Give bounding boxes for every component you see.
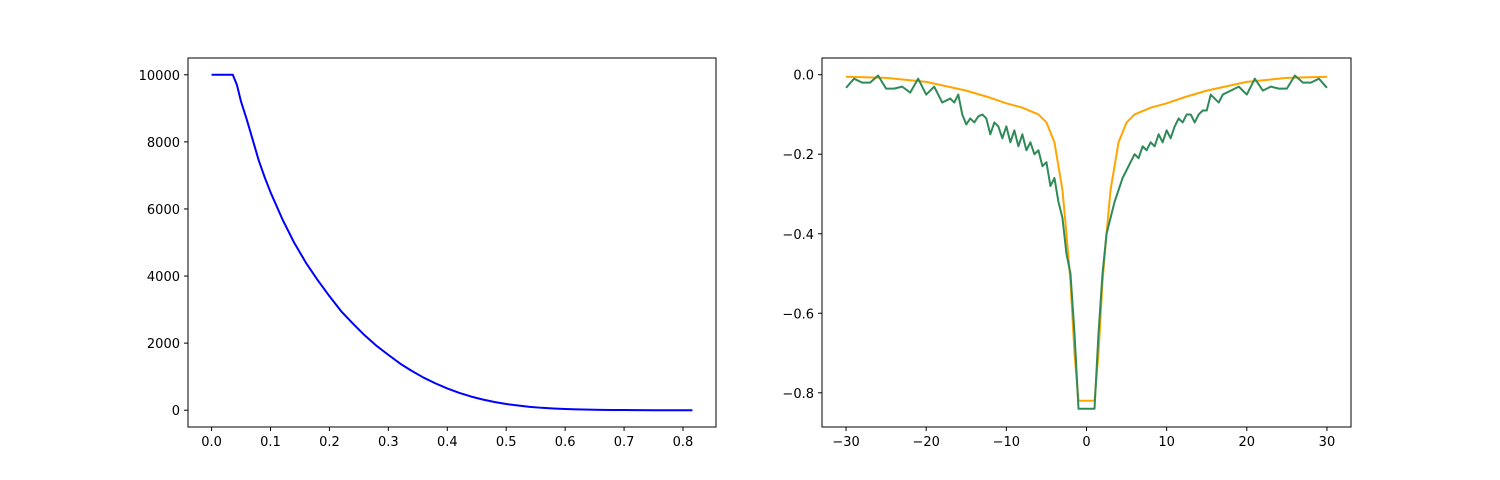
x-tick-label: 0.1 (260, 435, 281, 450)
series-line-1 (846, 75, 1327, 402)
x-tick-label: 0.8 (673, 435, 694, 450)
series-line-2 (845, 74, 1328, 410)
x-tick-label: 0.7 (614, 435, 635, 450)
x-tick-label: −20 (912, 435, 939, 450)
x-tick-label: 30 (1319, 435, 1336, 450)
y-tick-label: −0.8 (782, 387, 814, 402)
x-tick-label: 0 (1082, 435, 1090, 450)
y-tick-label: 4000 (147, 270, 180, 285)
x-tick-label: 0.4 (437, 435, 458, 450)
y-tick-label: 10000 (139, 69, 180, 84)
right-panel: −30 −20 −10 0 10 20 30 0.0 −0.2 −0.4 −0.6 −0.8 (782, 57, 1352, 450)
x-tick-label: 0.6 (555, 435, 576, 450)
x-tick-label: 0.5 (496, 435, 517, 450)
x-tick-label: −30 (832, 435, 859, 450)
x-tick-label: 20 (1239, 435, 1256, 450)
y-tick-label: −0.6 (782, 307, 814, 322)
y-tick-label: −0.2 (782, 148, 814, 163)
y-tick-label: −0.4 (782, 228, 814, 243)
y-tick-label: 0 (172, 404, 180, 419)
x-tick-label: 10 (1158, 435, 1175, 450)
y-tick-label: 6000 (147, 203, 180, 218)
x-tick-label: 0.3 (378, 435, 399, 450)
series-line-1 (211, 73, 693, 412)
axes-frame (187, 57, 717, 428)
y-tick-label: 0.0 (793, 69, 814, 84)
left-panel: 0.0 0.1 0.2 0.3 0.4 0.5 0.6 0.7 0.8 0 2000 4000 6000… (139, 57, 717, 450)
x-tick-label: 0.0 (201, 435, 222, 450)
y-tick-label: 8000 (147, 136, 180, 151)
y-tick-label: 2000 (147, 337, 180, 352)
x-tick-label: −10 (993, 435, 1020, 450)
x-tick-label: 0.2 (319, 435, 340, 450)
